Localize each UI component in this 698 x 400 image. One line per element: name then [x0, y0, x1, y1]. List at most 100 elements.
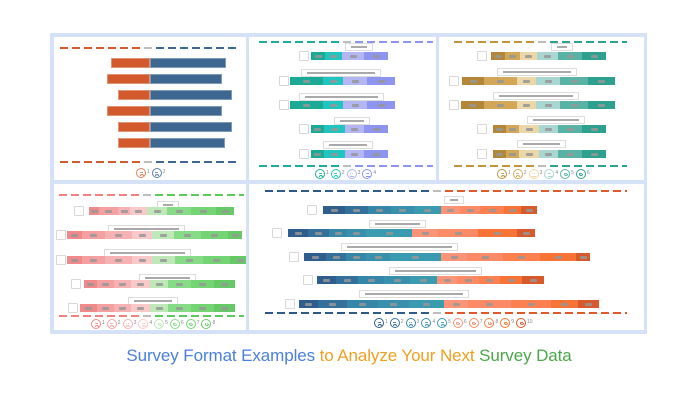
dash-segment — [409, 312, 417, 314]
segment-value-placeholder — [160, 258, 167, 262]
dash-segment — [478, 41, 486, 43]
bar-segment-2 — [323, 77, 343, 85]
rating-number: 7 — [479, 319, 483, 325]
segment-value-placeholder — [525, 152, 533, 156]
dash-segment — [277, 190, 285, 192]
row-checkbox[interactable] — [477, 51, 487, 61]
segment-value-placeholder — [353, 231, 360, 235]
row-checkbox[interactable] — [68, 303, 78, 313]
bar-segment-7 — [191, 280, 214, 288]
segment-value-placeholder — [452, 302, 460, 306]
dash-segment — [574, 165, 582, 167]
bar-segment-1 — [461, 101, 484, 109]
question-label-placeholder — [110, 252, 185, 254]
dash-segment — [168, 161, 176, 163]
bar-segment-10 — [578, 300, 599, 308]
face-eye — [533, 172, 536, 174]
stacked-bar-row-4 — [311, 125, 388, 133]
stacked-bar-row-3 — [304, 253, 590, 261]
row-checkbox[interactable] — [299, 124, 309, 134]
bar-segment-1 — [89, 207, 99, 215]
dash-segment — [481, 312, 489, 314]
segment-value-placeholder — [119, 282, 126, 286]
chart-panel-ten-point-scale: 1 2 3 4 5 6 7 8 9 10 — [249, 184, 644, 330]
bar-segment-5 — [560, 101, 588, 109]
face-mouth — [94, 325, 99, 327]
row-checkbox[interactable] — [299, 149, 309, 159]
rating-legend: 1 2 3 4 5 6 7 8 — [91, 318, 216, 329]
sad-face-icon — [389, 317, 400, 328]
bar-segment-6 — [437, 276, 457, 284]
segment-value-placeholder — [545, 127, 552, 131]
segment-value-placeholder — [352, 255, 360, 259]
row-checkbox[interactable] — [303, 275, 313, 285]
bar-segment-2 — [99, 207, 118, 215]
row-checkbox[interactable] — [56, 255, 66, 265]
segment-value-placeholder — [450, 255, 458, 259]
row-checkbox[interactable] — [272, 228, 282, 238]
bottom-dashed-line — [454, 165, 627, 167]
dash-segment — [409, 190, 417, 192]
row-checkbox[interactable] — [307, 205, 317, 215]
bar-segment-4 — [366, 253, 390, 261]
face-eye — [547, 172, 550, 174]
stacked-bar-row-5 — [493, 150, 606, 158]
dash-segment — [505, 312, 513, 314]
row-checkbox[interactable] — [299, 51, 309, 61]
dash-segment — [143, 315, 151, 317]
happy-face-icon — [154, 318, 165, 329]
bar-segment-8 — [228, 231, 242, 239]
stacked-bar-row-5 — [311, 150, 388, 158]
happy-face-icon — [516, 317, 527, 328]
dash-segment — [331, 41, 339, 43]
row-checkbox[interactable] — [477, 149, 487, 159]
dash-segment — [427, 165, 433, 167]
row-checkbox[interactable] — [449, 100, 459, 110]
bar-segment-2 — [506, 125, 519, 133]
segment-value-placeholder — [155, 282, 163, 286]
face-mouth — [334, 175, 339, 177]
row-checkbox[interactable] — [279, 100, 289, 110]
dash-segment — [283, 41, 291, 43]
segment-value-placeholder — [544, 79, 552, 83]
row-checkbox[interactable] — [279, 76, 289, 86]
segment-value-placeholder — [454, 231, 462, 235]
dash-segment — [529, 190, 537, 192]
dash-segment — [361, 190, 369, 192]
stacked-bar-row-5 — [299, 300, 599, 308]
bar-segment-2 — [336, 276, 358, 284]
bar-segment-3 — [368, 206, 391, 214]
happy-face-icon — [500, 317, 511, 328]
face-mouth — [487, 323, 492, 325]
dash-segment — [421, 312, 429, 314]
dash-segment — [227, 315, 235, 317]
bar-segment-3 — [517, 101, 536, 109]
row-checkbox[interactable] — [449, 76, 459, 86]
question-label-box — [551, 43, 573, 51]
row-checkbox[interactable] — [74, 206, 84, 216]
row-checkbox[interactable] — [71, 279, 81, 289]
row-checkbox[interactable] — [477, 124, 487, 134]
sad-face-icon — [106, 318, 117, 329]
dash-segment — [239, 194, 244, 196]
row-checkbox[interactable] — [285, 299, 295, 309]
row-checkbox[interactable] — [289, 252, 299, 262]
segment-value-placeholder — [200, 209, 207, 213]
rating-number: 5 — [571, 170, 574, 176]
bar-segment-6 — [168, 304, 191, 312]
face-eye — [517, 172, 520, 174]
bar-segment-1 — [118, 90, 150, 100]
bar-segment-2 — [505, 52, 520, 60]
question-label-placeholder — [533, 119, 579, 121]
top-dashed-line — [60, 47, 240, 49]
dash-segment — [349, 190, 357, 192]
dash-segment — [131, 194, 139, 196]
dash-segment — [469, 190, 477, 192]
row-checkbox[interactable] — [56, 230, 66, 240]
bar-segment-1 — [311, 150, 324, 158]
segment-value-placeholder — [494, 54, 502, 58]
bar-segment-4 — [132, 231, 152, 239]
dash-segment — [361, 312, 369, 314]
